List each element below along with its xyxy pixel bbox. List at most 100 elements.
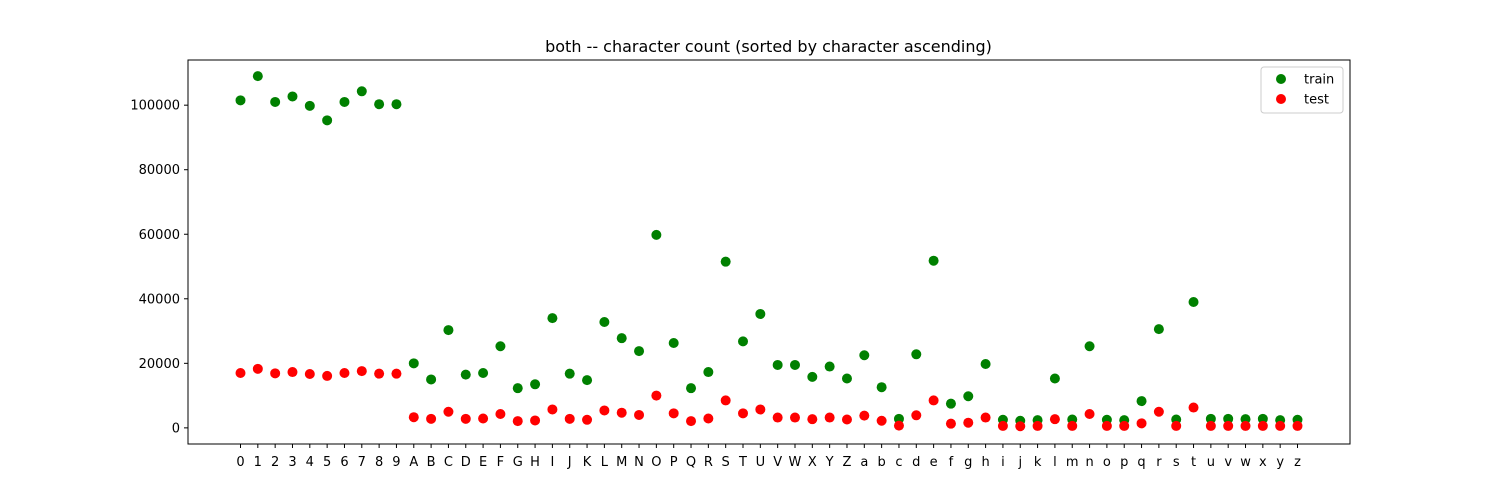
legend-label-test: test	[1304, 93, 1329, 108]
data-points	[235, 71, 1303, 432]
train-point	[599, 317, 610, 328]
test-point	[443, 406, 454, 417]
test-point	[582, 414, 593, 425]
x-tick-label: L	[601, 455, 609, 470]
train-point	[391, 99, 402, 110]
test-point	[1084, 408, 1095, 419]
legend: train test	[1260, 66, 1344, 114]
train-point	[287, 91, 298, 102]
test-point	[720, 395, 731, 406]
y-tick-label: 80000	[139, 163, 180, 178]
train-point	[720, 256, 731, 267]
test-point	[304, 368, 315, 379]
train-point	[304, 100, 315, 111]
train-point	[252, 71, 263, 82]
train-point	[408, 358, 419, 369]
x-tick-label: e	[930, 455, 938, 470]
test-point	[651, 390, 662, 401]
test-point	[1257, 420, 1268, 431]
test-point	[391, 368, 402, 379]
test-point	[564, 413, 575, 424]
train-point	[530, 379, 541, 390]
x-tick-label: M	[616, 455, 627, 470]
train-point	[789, 359, 800, 370]
train-point	[1223, 413, 1234, 424]
train-point	[478, 368, 489, 379]
test-point	[235, 368, 246, 379]
x-tick-label: l	[1053, 455, 1057, 470]
test-point	[893, 420, 904, 431]
train-point	[339, 96, 350, 107]
test-point	[876, 415, 887, 426]
test-point	[859, 410, 870, 421]
test-point	[945, 418, 956, 429]
test-point	[530, 415, 541, 426]
x-tick-label: z	[1294, 455, 1301, 470]
test-point	[789, 412, 800, 423]
test-point	[1223, 420, 1234, 431]
train-point	[668, 337, 679, 348]
x-tick-label: B	[427, 455, 436, 470]
test-point	[616, 407, 627, 418]
test-point	[478, 413, 489, 424]
train-point	[634, 346, 645, 357]
train-point	[495, 341, 506, 352]
train-point	[911, 349, 922, 360]
x-tick-label: n	[1085, 455, 1093, 470]
x-tick-label: E	[479, 455, 487, 470]
test-point	[460, 413, 471, 424]
x-tick-label: J	[567, 455, 572, 470]
train-point	[876, 382, 887, 393]
x-tick-label: w	[1240, 455, 1251, 470]
test-point	[408, 412, 419, 423]
x-tick-label: g	[964, 455, 972, 470]
train-point	[322, 115, 333, 126]
train-point	[1136, 396, 1147, 407]
test-point	[1171, 420, 1182, 431]
train-point	[1205, 413, 1216, 424]
x-tick-label: a	[860, 455, 868, 470]
x-tick-label: 2	[271, 455, 279, 470]
train-point	[841, 373, 852, 384]
train-point	[928, 255, 939, 266]
test-point	[1136, 418, 1147, 429]
x-tick-label: X	[808, 455, 817, 470]
test-point	[599, 405, 610, 416]
x-tick-label: b	[877, 455, 885, 470]
test-point	[1119, 420, 1130, 431]
x-tick-label: h	[981, 455, 989, 470]
x-tick-label: 9	[392, 455, 400, 470]
test-point	[252, 363, 263, 374]
test-point	[686, 416, 697, 427]
plot-frame	[187, 59, 1351, 445]
x-tick-label: P	[670, 455, 678, 470]
x-tick-label: R	[704, 455, 713, 470]
test-point	[1275, 420, 1286, 431]
test-point	[374, 368, 385, 379]
train-point	[755, 308, 766, 319]
test-point	[963, 417, 974, 428]
train-point	[1049, 373, 1060, 384]
legend-marker-train	[1276, 74, 1286, 84]
x-tick-label: x	[1259, 455, 1267, 470]
y-tick-label: 40000	[139, 292, 180, 307]
x-tick-label: T	[738, 455, 747, 470]
x-tick-label: d	[912, 455, 920, 470]
x-tick-label: v	[1224, 455, 1232, 470]
train-point	[1153, 324, 1164, 335]
test-point	[287, 367, 298, 378]
train-point	[1257, 413, 1268, 424]
test-point	[512, 416, 523, 427]
test-point	[1015, 421, 1026, 432]
test-point	[1101, 420, 1112, 431]
test-point	[1188, 402, 1199, 413]
train-point	[235, 95, 246, 106]
train-point	[356, 86, 367, 97]
legend-marker-test	[1276, 94, 1286, 104]
x-tick-label: 5	[323, 455, 331, 470]
test-point	[426, 413, 437, 424]
x-tick-label: O	[651, 455, 661, 470]
train-point	[443, 325, 454, 336]
